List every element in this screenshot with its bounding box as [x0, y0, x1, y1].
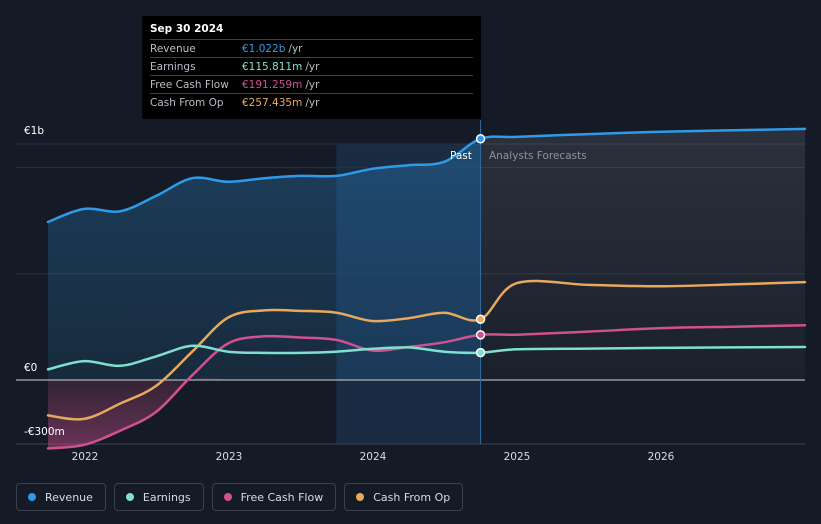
point-marker-free-cash-flow	[475, 330, 486, 340]
tooltip-label: Earnings	[150, 60, 196, 73]
legend-dot-icon	[223, 493, 232, 501]
chart-legend: Revenue Earnings Free Cash Flow Cash Fro…	[16, 483, 464, 511]
legend-item-earnings[interactable]: Earnings	[113, 483, 204, 511]
legend-label: Cash From Op	[373, 490, 451, 504]
series-line-cash-from-op	[46, 279, 807, 421]
tooltip-unit: /yr	[305, 60, 320, 73]
hover-tooltip: Sep 30 2024 Revenue €1.022b /yr Earnings…	[142, 16, 481, 119]
tooltip-label: Free Cash Flow	[150, 78, 229, 91]
legend-dot-icon	[28, 493, 36, 501]
tooltip-label: Revenue	[150, 42, 196, 55]
x-tick-label-2023: 2023	[215, 451, 243, 463]
x-tick-label-2022: 2022	[71, 451, 99, 463]
x-tick-label-2024: 2024	[359, 451, 387, 463]
series-line-revenue	[46, 127, 807, 224]
series-line-earnings	[46, 344, 807, 371]
tooltip-value: €1.022b	[242, 42, 286, 55]
past-label: Past	[450, 150, 472, 162]
tooltip-row-revenue: Revenue €1.022b /yr	[150, 39, 473, 57]
legend-item-revenue[interactable]: Revenue	[16, 483, 106, 511]
revenue-area-past	[48, 138, 481, 380]
tooltip-value: €257.435m	[242, 96, 303, 109]
legend-item-cash-from-op[interactable]: Cash From Op	[344, 483, 464, 511]
legend-label: Revenue	[45, 490, 93, 504]
tooltip-unit: /yr	[305, 78, 320, 91]
legend-dot-icon	[125, 493, 134, 501]
tooltip-row-earnings: Earnings €115.811m /yr	[150, 57, 473, 75]
x-tick-label-2026: 2026	[647, 451, 675, 463]
tooltip-row-cash-from-op: Cash From Op €257.435m /yr	[150, 93, 473, 111]
tooltip-label: Cash From Op	[150, 96, 224, 109]
y-tick-label-bottom: -€300m	[24, 426, 65, 438]
legend-dot-icon	[356, 493, 365, 501]
y-tick-label-zero: €0	[24, 362, 38, 374]
legend-label: Earnings	[142, 490, 191, 504]
negative-area	[48, 377, 229, 449]
point-marker-earnings	[475, 347, 486, 358]
tooltip-value: €191.259m	[242, 78, 303, 91]
forecast-label: Analysts Forecasts	[489, 150, 587, 162]
forecast-area	[480, 128, 805, 380]
legend-label: Free Cash Flow	[240, 490, 324, 504]
tooltip-date: Sep 30 2024	[150, 23, 224, 35]
x-tick-label-2025: 2025	[503, 451, 531, 463]
legend-item-free-cash-flow[interactable]: Free Cash Flow	[211, 483, 337, 511]
y-tick-label-top: €1b	[24, 125, 45, 137]
tooltip-row-free-cash-flow: Free Cash Flow €191.259m /yr	[150, 75, 473, 93]
tooltip-unit: /yr	[288, 42, 303, 55]
tooltip-value: €115.811m	[242, 60, 303, 73]
point-marker-revenue	[475, 134, 486, 144]
point-marker-cash-from-op	[475, 314, 486, 325]
tooltip-unit: /yr	[305, 96, 320, 109]
